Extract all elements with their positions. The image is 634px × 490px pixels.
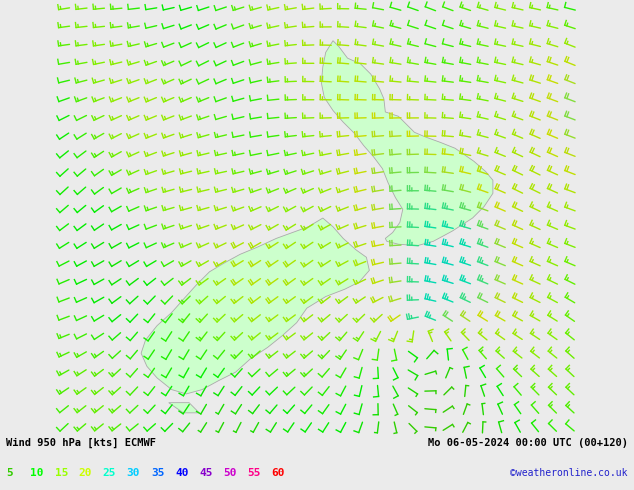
Polygon shape [169, 403, 199, 413]
Text: 25: 25 [103, 468, 116, 478]
Text: Wind 950 hPa [kts] ECMWF: Wind 950 hPa [kts] ECMWF [6, 438, 157, 448]
Text: 30: 30 [127, 468, 140, 478]
Text: 35: 35 [151, 468, 164, 478]
Polygon shape [141, 218, 370, 394]
Text: 55: 55 [247, 468, 261, 478]
Text: ©weatheronline.co.uk: ©weatheronline.co.uk [510, 468, 628, 478]
Text: 20: 20 [79, 468, 92, 478]
Text: 40: 40 [175, 468, 188, 478]
Text: Mo 06-05-2024 00:00 UTC (00+120): Mo 06-05-2024 00:00 UTC (00+120) [428, 439, 628, 448]
Text: 10: 10 [30, 468, 44, 478]
Text: 50: 50 [223, 468, 236, 478]
Text: 5: 5 [6, 468, 13, 478]
Text: 15: 15 [55, 468, 68, 478]
Text: 60: 60 [271, 468, 285, 478]
Text: 45: 45 [199, 468, 212, 478]
Polygon shape [321, 41, 493, 245]
